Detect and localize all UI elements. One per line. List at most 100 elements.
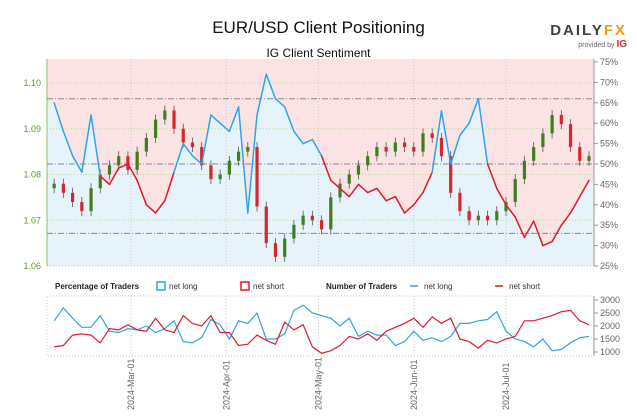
net-long-pct-segment [320, 155, 332, 182]
legend-pct-short-swatch [240, 281, 250, 291]
net-long-pct-segment [145, 204, 157, 214]
candle [513, 179, 517, 202]
candle [52, 183, 56, 189]
candle [366, 156, 370, 166]
candle [402, 142, 407, 148]
candle [98, 174, 102, 189]
candle [559, 115, 563, 125]
date-tick-label: 2024-Jul-01 [501, 362, 511, 410]
legend-pct-long[interactable]: net long [169, 282, 197, 291]
legend-pct-short[interactable]: net short [253, 282, 285, 291]
net-long-pct-segment [477, 97, 489, 165]
net-long-pct-segment [496, 187, 507, 206]
net-long-pct-segment [219, 122, 231, 133]
pct-tick-label: 35% [600, 220, 618, 230]
pct-tick-label: 40% [600, 200, 618, 210]
net-long-pct-segment [551, 224, 563, 243]
net-long-pct-segment [532, 220, 544, 247]
pct-tick-label: 75% [600, 57, 618, 67]
candle [255, 147, 259, 207]
net-long-pct-segment [348, 183, 360, 198]
candle [273, 243, 278, 257]
pct-tick-label: 45% [600, 179, 618, 189]
net-long-pct-segment [237, 106, 249, 214]
candle [163, 110, 167, 120]
candle [449, 156, 453, 193]
candle [89, 188, 93, 212]
candle [495, 211, 499, 221]
pct-tick-label: 30% [600, 241, 618, 251]
net-long-pct-segment [357, 183, 369, 194]
logo-fx: FX [603, 22, 627, 39]
candle [412, 147, 416, 152]
net-long-pct-segment [459, 122, 470, 137]
net-long-pct-segment [228, 106, 240, 133]
net-long-pct-segment [542, 240, 553, 247]
date-tick-label: 2024-Apr-01 [221, 360, 231, 410]
count-tick-label: 3000 [600, 295, 620, 305]
net-long-pct-segment [560, 212, 572, 226]
candle [550, 115, 554, 134]
chart-subtitle: IG Client Sentiment [266, 46, 371, 60]
net-long-pct-segment [413, 191, 424, 206]
candle [541, 133, 545, 148]
net-long-pct-segment [200, 114, 212, 165]
net-long-pct-segment [422, 171, 433, 194]
candle [301, 215, 305, 225]
candle [126, 156, 130, 170]
net-long-pct-segment [302, 138, 314, 145]
date-tick-label: 2024-May-01 [314, 357, 324, 410]
net-long-pct-segment [256, 73, 267, 116]
pct-tick-label: 65% [600, 98, 618, 108]
net-long-pct-segment [99, 175, 111, 186]
count-tick-label: 1500 [600, 334, 620, 344]
price-tick-label: 1.06 [23, 261, 41, 271]
date-tick-label: 2024-Jun-01 [409, 359, 419, 410]
net-long-pct-segment [182, 142, 194, 157]
legend-num-long[interactable]: net long [424, 282, 452, 291]
candle [218, 174, 222, 180]
candle [485, 215, 490, 221]
count-tick-label: 1000 [600, 347, 620, 357]
net-long-pct-segment [376, 187, 387, 202]
candle [117, 156, 121, 166]
candle [356, 165, 361, 175]
candle [532, 147, 536, 161]
candle [209, 165, 213, 180]
candle [153, 119, 158, 138]
price-tick-label: 1.09 [23, 124, 41, 134]
logo-daily: DAILY [550, 22, 604, 39]
net-long-pct-segment [136, 179, 148, 206]
net-long-pct-segment [62, 130, 74, 157]
candle [393, 142, 397, 152]
candle [107, 165, 112, 175]
candle [310, 215, 314, 221]
count-tick-label: 2500 [600, 308, 620, 318]
candle [190, 142, 195, 148]
net-long-pct-segment [90, 114, 102, 177]
net-long-pct-segment [247, 114, 258, 214]
dailyfx-logo: DAILYFX provided by IG [550, 22, 627, 50]
net-long-pct-segment [283, 106, 295, 133]
candle [227, 160, 231, 175]
net-long-pct-segment [117, 163, 129, 169]
net-long-pct-segment [569, 195, 581, 214]
net-long-pct-segment [505, 204, 516, 218]
net-long-pct-segment [274, 97, 286, 108]
candle [61, 183, 65, 193]
net-long-pct-segment [339, 187, 350, 198]
net-long-pct-segment [127, 163, 138, 182]
net-long-pct-segment [366, 187, 378, 194]
candle [476, 215, 480, 221]
net-long-pct-segment [53, 102, 65, 133]
candle [578, 147, 582, 161]
net-long-pct-segment [210, 114, 221, 124]
candle [568, 124, 573, 148]
legend-num-short[interactable]: net short [509, 282, 541, 291]
net-long-pct-segment [330, 179, 341, 190]
candle [347, 174, 351, 184]
pct-tick-label: 60% [600, 118, 618, 128]
candle [264, 206, 268, 244]
pct-tick-label: 55% [600, 139, 618, 149]
